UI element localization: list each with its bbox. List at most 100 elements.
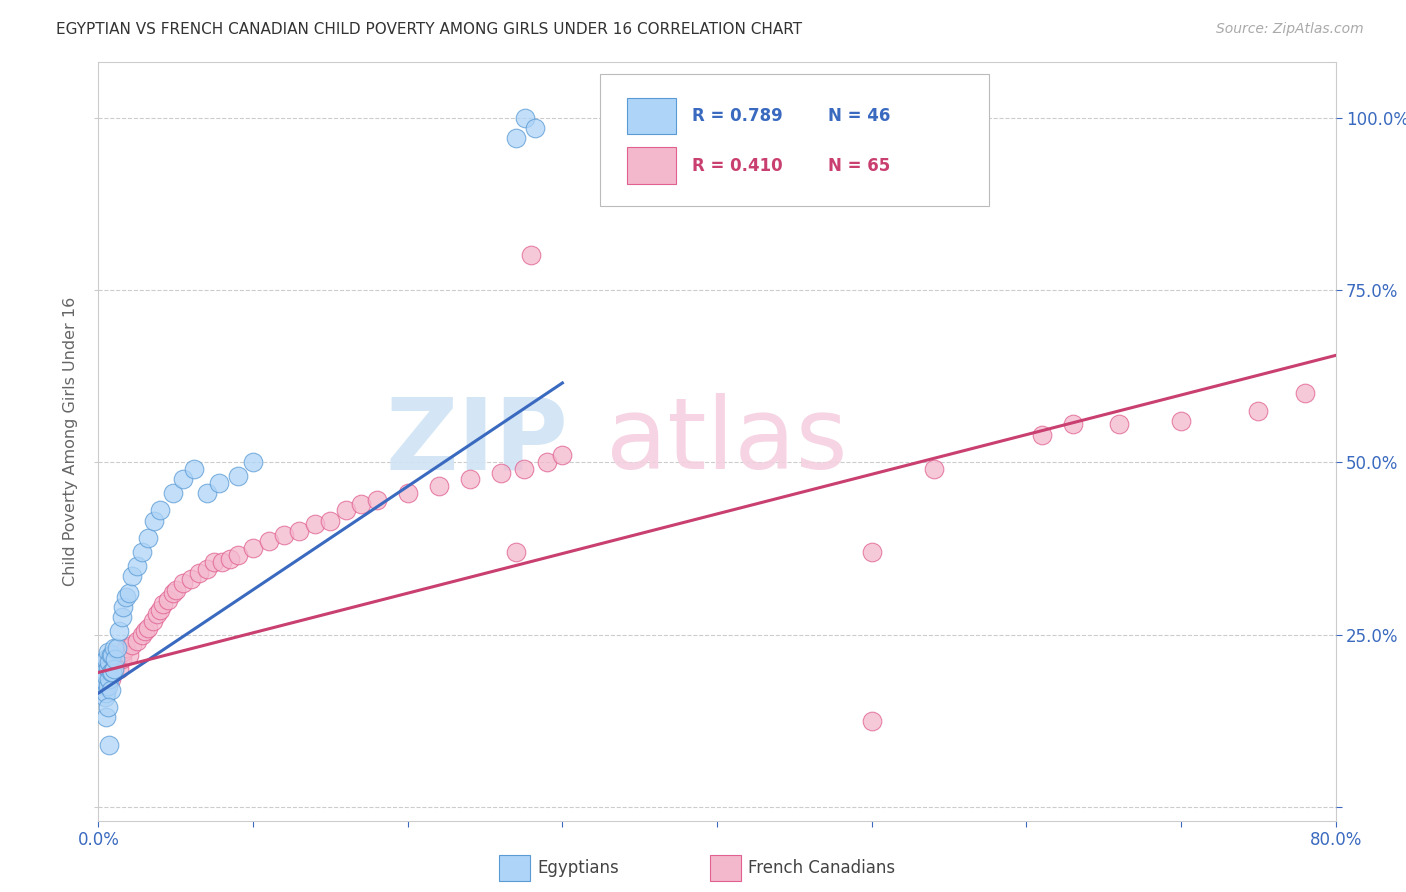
Point [536,455,558,469]
Text: EGYPTIAN VS FRENCH CANADIAN CHILD POVERTY AMONG GIRLS UNDER 16 CORRELATION CHART: EGYPTIAN VS FRENCH CANADIAN CHILD POVERT… [56,22,803,37]
Point [112,599,135,614]
Point [101,665,124,680]
Point [219,551,242,566]
Text: French Canadians: French Canadians [748,859,896,877]
Point [149,603,172,617]
Point [1294,386,1316,401]
Point [115,641,138,656]
Point [136,621,159,635]
Point [115,590,138,604]
Point [134,624,156,639]
Point [165,582,187,597]
Point [105,655,128,669]
Point [127,558,149,573]
Point [396,486,419,500]
Point [96,669,118,683]
Point [127,634,149,648]
Point [1031,427,1053,442]
Point [523,120,546,135]
Point [304,517,326,532]
Point [505,131,527,145]
Text: atlas: atlas [606,393,848,490]
Text: R = 0.789: R = 0.789 [692,107,783,125]
Text: N = 65: N = 65 [828,157,890,175]
Point [98,655,121,669]
Point [860,714,883,728]
Point [107,624,129,639]
Point [100,682,122,697]
Bar [627,147,676,184]
Point [104,651,127,665]
Point [257,534,280,549]
Point [860,545,883,559]
Point [1170,414,1192,428]
Point [226,469,249,483]
Point [111,651,132,665]
Point [172,473,194,487]
Point [513,462,536,476]
Point [288,524,311,538]
Point [96,710,118,724]
Point [195,486,218,500]
Point [121,638,143,652]
Point [204,555,226,569]
Point [242,455,264,469]
Point [143,514,166,528]
Text: N = 46: N = 46 [828,107,891,125]
Point [96,686,118,700]
Point [93,665,115,680]
Point [100,648,122,663]
Point [152,597,174,611]
Point [103,662,125,676]
Point [98,673,121,687]
Point [366,493,388,508]
Point [100,665,122,680]
Point [458,473,481,487]
Point [157,593,180,607]
Point [103,665,125,680]
Point [180,573,202,587]
Point [335,503,357,517]
Point [427,479,450,493]
Point [98,738,121,752]
FancyBboxPatch shape [599,74,990,207]
Point [103,648,125,663]
Point [100,655,122,669]
Point [97,679,120,693]
Point [101,648,124,663]
Point [136,531,159,545]
Point [97,662,120,676]
Text: Source: ZipAtlas.com: Source: ZipAtlas.com [1216,22,1364,37]
Point [195,562,218,576]
Point [505,545,527,559]
Point [141,614,165,628]
Point [273,527,295,541]
Point [103,641,125,656]
Point [149,503,172,517]
Point [131,545,153,559]
Point [162,486,184,500]
Point [96,679,118,693]
Point [162,586,184,600]
Point [172,575,194,590]
Point [91,655,114,669]
Point [520,248,543,262]
Point [1247,403,1270,417]
Point [93,690,115,704]
Point [90,662,112,676]
Text: Egyptians: Egyptians [537,859,619,877]
Point [98,662,121,676]
Point [146,607,169,621]
Point [111,610,132,624]
Point [319,514,342,528]
Point [242,541,264,556]
Point [121,569,143,583]
Point [551,448,574,462]
Bar [627,98,676,135]
Point [515,111,537,125]
Point [131,627,153,641]
Point [100,673,122,687]
Point [1108,417,1130,432]
Point [211,555,233,569]
Point [922,462,945,476]
